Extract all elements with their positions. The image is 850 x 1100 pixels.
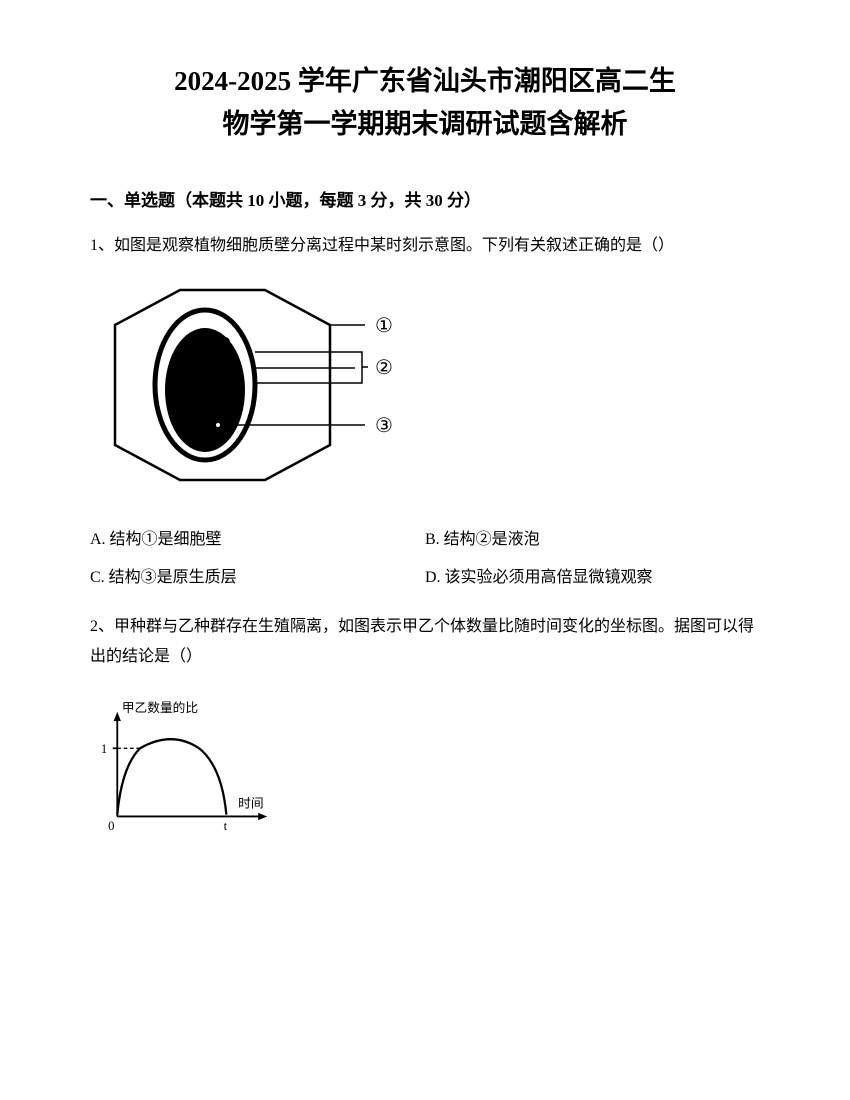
q1-option-d: D. 该实验必须用高倍显微镜观察: [425, 563, 760, 587]
q1-option-a: A. 结构①是细胞壁: [90, 525, 425, 549]
chart-xlabel: 时间: [238, 796, 263, 810]
label-1: ①: [375, 315, 393, 337]
chart-xtick: t: [224, 819, 228, 833]
q2-text: 2、甲种群与乙种群存在生殖隔离，如图表示甲乙个体数量比随时间变化的坐标图。据图可…: [90, 612, 760, 673]
q2-figure: 甲乙数量的比 1 0 t 时间: [90, 691, 760, 851]
q1-figure: ① ② ③: [90, 280, 760, 495]
chart-ytick: 1: [101, 741, 107, 755]
q1-option-c: C. 结构③是原生质层: [90, 563, 425, 587]
q1-option-b: B. 结构②是液泡: [425, 525, 760, 549]
section-header: 一、单选题（本题共 10 小题，每题 3 分，共 30 分）: [90, 186, 760, 211]
q1-options-row-2: C. 结构③是原生质层 D. 该实验必须用高倍显微镜观察: [90, 563, 760, 587]
page-title: 2024-2025 学年广东省汕头市潮阳区高二生 物学第一学期期末调研试题含解析: [90, 60, 760, 146]
q1-text: 1、如图是观察植物细胞质壁分离过程中某时刻示意图。下列有关叙述正确的是（）: [90, 231, 760, 261]
chart-origin: 0: [108, 819, 114, 833]
title-line-2: 物学第一学期期末调研试题含解析: [90, 103, 760, 146]
cell-diagram: ① ② ③: [90, 280, 410, 490]
label-3: ③: [375, 415, 393, 437]
q1-options-row-1: A. 结构①是细胞壁 B. 结构②是液泡: [90, 525, 760, 549]
label-2: ②: [375, 357, 393, 379]
chart-diagram: 甲乙数量的比 1 0 t 时间: [90, 696, 290, 846]
title-line-1: 2024-2025 学年广东省汕头市潮阳区高二生: [90, 60, 760, 103]
chart-ylabel: 甲乙数量的比: [122, 699, 198, 714]
